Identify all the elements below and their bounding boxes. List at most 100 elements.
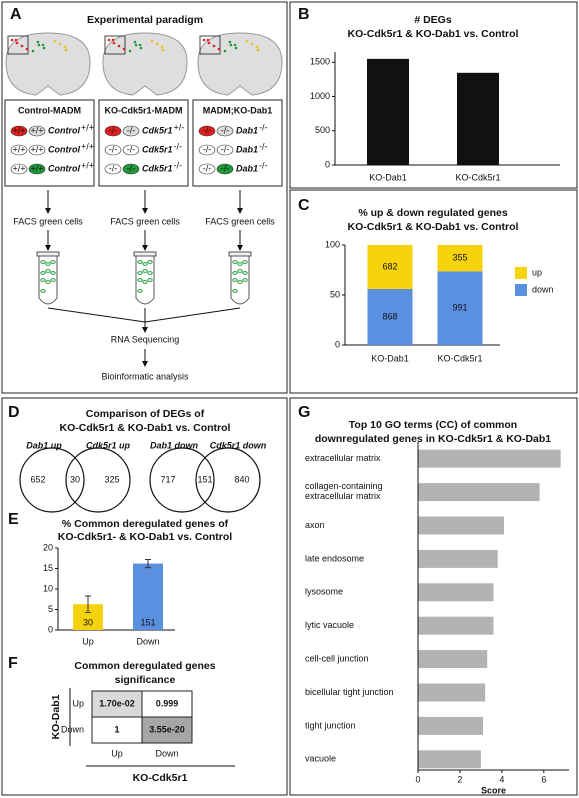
inset (199, 35, 221, 55)
error-bar (145, 558, 151, 569)
legend-label: up (532, 267, 542, 277)
bar (418, 516, 504, 535)
panel-letter: B (298, 6, 310, 23)
cell-dot (155, 42, 159, 46)
cell-oval (198, 125, 216, 137)
bar (418, 449, 561, 468)
x-axis-label: Score (481, 785, 506, 795)
step-label: RNA Sequencing (111, 334, 180, 344)
venn-count: 717 (160, 474, 175, 484)
cell-dot (223, 49, 227, 53)
cell-dot (63, 45, 67, 49)
green-cell (232, 289, 238, 293)
allele-label: -/- (221, 144, 230, 154)
genotype-label: Control (48, 144, 80, 154)
venn-count: 840 (234, 474, 249, 484)
col-label: Up (111, 748, 123, 758)
panel-title: Experimental paradigm (87, 14, 203, 26)
green-cell (45, 280, 51, 284)
cell-dot (133, 40, 137, 44)
cell-dot (64, 48, 68, 52)
y-tick-label: extracellular matrix (305, 453, 381, 463)
bar (418, 549, 498, 568)
cell-dot (41, 43, 45, 47)
green-cell (137, 260, 143, 264)
cell-dot (14, 38, 18, 42)
cell-oval (104, 144, 122, 156)
y-tick-label: lysosome (305, 587, 343, 597)
cell-dot (10, 38, 14, 42)
allele-label: -/- (203, 125, 212, 135)
tube-cap (133, 251, 157, 257)
panel-frame (1, 397, 288, 796)
bar (418, 616, 494, 635)
y-tick-label: 0 (325, 159, 330, 169)
green-cell (142, 262, 148, 266)
green-cell (40, 289, 46, 293)
allele-label: -/- (203, 163, 212, 173)
chart-title: % Common deregulated genes of (62, 518, 229, 530)
tube-cap (36, 251, 60, 257)
set-label: Cdk5r1 down (210, 440, 267, 450)
bar-segment (367, 289, 413, 345)
cell-dot (37, 43, 41, 47)
bar (418, 583, 494, 602)
genotype-sup: +/- (174, 122, 185, 132)
count-label: 682 (382, 261, 397, 271)
genotype-label: Control (48, 163, 80, 173)
bar-segment (437, 271, 483, 345)
bar (418, 683, 486, 702)
cell-oval (10, 163, 28, 175)
row-label: Up (72, 698, 84, 708)
chart-title: Top 10 GO terms (CC) of common (349, 419, 517, 431)
venn-circle (195, 447, 261, 513)
genotype-sup: -/- (174, 141, 183, 151)
legend-label: down (532, 284, 554, 294)
venn-circle (65, 447, 131, 513)
cell-oval (28, 144, 46, 156)
x-tick-label: 2 (457, 774, 462, 784)
y-tick-label: 20 (43, 542, 53, 552)
cell-dot (42, 46, 46, 50)
green-cell (50, 271, 56, 275)
allele-label: -/- (203, 144, 212, 154)
chart-title: # DEGs (414, 14, 452, 26)
green-cell (137, 278, 143, 282)
y-tick-label: 0 (48, 624, 53, 634)
chart-subtitle: downregulated genes in KO-Cdk5r1 & KO-Da… (315, 433, 551, 445)
cell-dot (15, 41, 19, 45)
cell-oval (216, 144, 234, 156)
allele-label: +/+ (30, 163, 43, 173)
genotype-sup: -/- (174, 160, 183, 170)
bar (457, 72, 499, 165)
brain-section (5, 32, 91, 96)
y-tick-label: lytic vacuole (305, 620, 354, 630)
green-cell (242, 260, 248, 264)
inset (7, 35, 29, 55)
y-tick-label: vacuole (305, 754, 336, 764)
brain-section (102, 32, 188, 96)
green-cell (147, 271, 153, 275)
cell-dot (128, 49, 132, 53)
panel-subtitle: KO-Cdk5r1 & KO-Dab1 vs. Control (60, 422, 231, 434)
cell-oval (216, 125, 234, 137)
green-cell (40, 260, 46, 264)
genotype-label: Dab1 (236, 125, 258, 135)
x-tick-label: Down (136, 636, 159, 646)
cell-dot (229, 43, 233, 47)
cell-oval (216, 163, 234, 175)
cell-oval (28, 163, 46, 175)
merge-line (47, 307, 241, 323)
allele-label: +/+ (12, 125, 25, 135)
table-cell (91, 690, 143, 718)
panel-letter: F (8, 655, 18, 672)
cell-dot (139, 46, 143, 50)
cell-dot (234, 46, 238, 50)
set-label: Dab1 down (150, 440, 199, 450)
green-cell (137, 289, 143, 293)
y-tick-label: cell-cell junction (305, 653, 369, 663)
venn-count: 325 (104, 474, 119, 484)
cell-dot (112, 41, 116, 45)
bar (418, 650, 488, 669)
cell-oval (10, 125, 28, 137)
